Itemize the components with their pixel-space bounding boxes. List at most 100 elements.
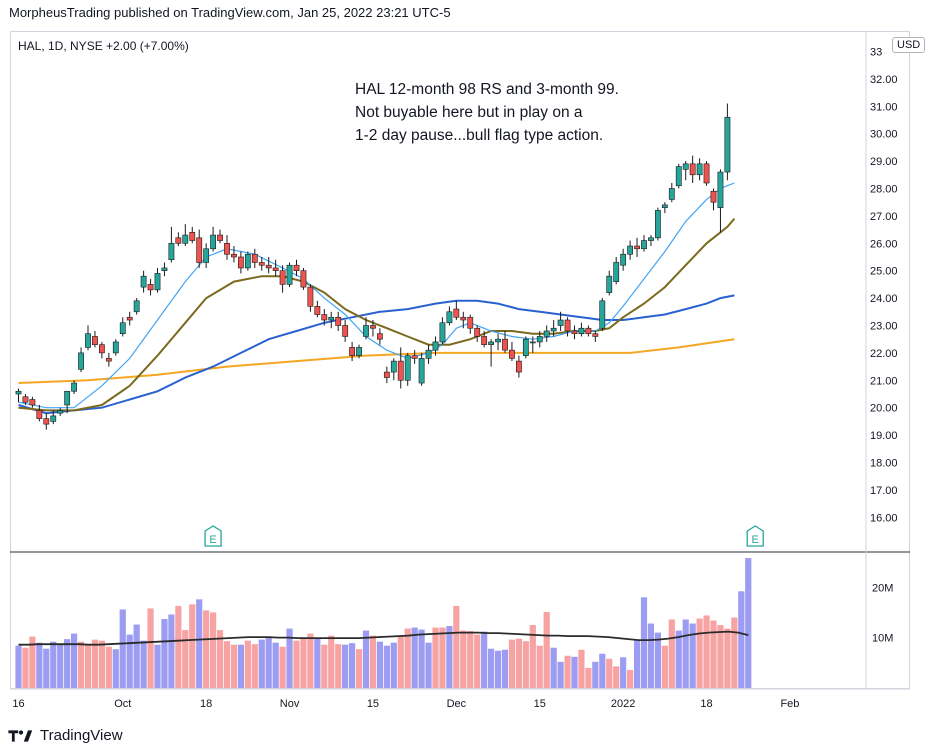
- candle-body: [557, 319, 564, 326]
- candle-body: [112, 341, 119, 354]
- candle-body: [606, 275, 613, 293]
- candle: [140, 270, 147, 293]
- footer-brand: TradingView: [40, 727, 123, 744]
- candle-body: [99, 344, 105, 354]
- candle-body: [231, 253, 237, 258]
- candle-body: [488, 341, 494, 345]
- volume-bar: [293, 640, 300, 688]
- candle-body: [515, 360, 522, 373]
- candle-body: [251, 253, 258, 263]
- volume-bar: [397, 636, 404, 688]
- candle-body: [29, 399, 36, 406]
- candle-body: [175, 237, 182, 244]
- candle: [342, 320, 349, 342]
- time-tick-label: Feb: [780, 698, 799, 710]
- volume-bar: [175, 605, 182, 688]
- volume-bar: [286, 628, 293, 688]
- candle-body: [272, 267, 279, 271]
- price-tick-label: 31.00: [870, 101, 898, 113]
- currency-badge[interactable]: USD: [892, 37, 926, 53]
- candle: [279, 265, 286, 293]
- volume-bar: [661, 645, 668, 688]
- moving-averages: [18, 182, 736, 415]
- volume-bar: [105, 646, 112, 688]
- candle: [154, 267, 161, 293]
- price-tick-label: 16.00: [870, 512, 898, 524]
- candle-body: [661, 204, 668, 208]
- axes: 16.00 17.00 18.00 19.00 20.00 21.00 22.00 23.00…: [12, 46, 897, 710]
- candle: [43, 413, 50, 430]
- volume-average-line: [18, 630, 749, 646]
- volume-bar: [314, 638, 321, 688]
- volume-bar: [515, 638, 522, 688]
- candle: [515, 355, 522, 378]
- price-tick-label: 21.00: [870, 375, 898, 387]
- time-tick-label: Nov: [280, 698, 300, 710]
- candle: [217, 229, 223, 244]
- candle-body: [210, 234, 216, 250]
- candle-body: [50, 415, 57, 422]
- candle-body: [404, 355, 411, 381]
- candle-body: [15, 390, 22, 395]
- candle: [432, 336, 439, 356]
- annotation-line-2: Not buyable here but in play on a: [355, 104, 583, 121]
- candle: [703, 161, 710, 186]
- candle: [105, 352, 112, 367]
- candle: [411, 350, 418, 364]
- candle-body: [599, 300, 606, 329]
- candle-body: [71, 382, 77, 392]
- candle-body: [119, 322, 126, 335]
- candle: [620, 248, 627, 271]
- candle: [133, 298, 140, 315]
- price-tick-label: 32.00: [870, 74, 898, 86]
- volume-bar: [328, 635, 335, 688]
- volume-bar: [578, 649, 585, 688]
- volume-bar: [550, 647, 557, 688]
- price-tick-label: 26.00: [870, 238, 898, 250]
- volume-bar: [494, 650, 502, 688]
- candle: [71, 380, 77, 394]
- candle: [36, 404, 43, 422]
- candle: [724, 103, 731, 181]
- volume-bar: [349, 643, 356, 688]
- time-tick-label: 15: [534, 698, 546, 710]
- candle: [363, 317, 369, 340]
- time-tick-label: Oct: [114, 698, 131, 710]
- candle: [22, 393, 29, 405]
- candle-body: [536, 336, 543, 343]
- volume-bar: [57, 644, 64, 688]
- candle-body: [349, 347, 355, 356]
- candle-body: [203, 248, 210, 263]
- candle-body: [717, 171, 724, 208]
- candle: [99, 341, 105, 359]
- earnings-marker: E: [204, 525, 222, 547]
- candle: [64, 390, 71, 414]
- candle-body: [43, 418, 50, 425]
- earnings-marker: E: [746, 525, 764, 547]
- candle-body: [22, 396, 29, 403]
- volume-bar: [640, 597, 648, 688]
- time-tick-label: 18: [200, 698, 212, 710]
- volume-bar: [369, 635, 377, 688]
- volume-bar: [342, 644, 349, 688]
- candle: [15, 388, 22, 403]
- candle-body: [85, 333, 91, 348]
- candle: [404, 352, 411, 386]
- candle-body: [620, 253, 627, 266]
- candle-body: [522, 338, 529, 356]
- symbol-legend: HAL, 1D, NYSE +2.00 (+7.00%): [18, 39, 189, 53]
- candle: [446, 306, 453, 326]
- candle: [467, 314, 474, 334]
- candle: [231, 246, 237, 263]
- volume-bar: [147, 608, 154, 688]
- candle: [557, 311, 564, 331]
- volume-bar: [675, 630, 682, 688]
- volume-bar: [279, 646, 286, 688]
- candle-body: [342, 325, 349, 337]
- candle-body: [78, 352, 84, 370]
- volume-bar: [481, 631, 488, 688]
- candle: [189, 226, 196, 244]
- candle-body: [314, 306, 321, 315]
- candle: [668, 183, 675, 203]
